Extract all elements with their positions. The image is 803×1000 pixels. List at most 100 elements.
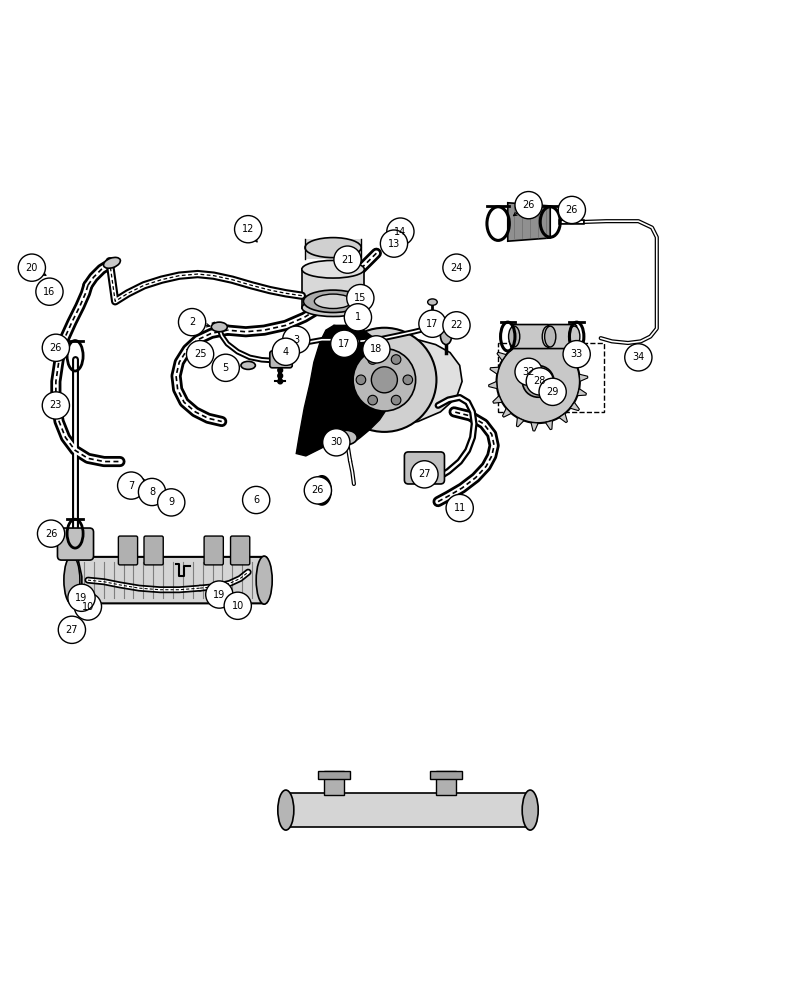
Circle shape — [186, 341, 214, 368]
Ellipse shape — [440, 327, 451, 345]
Circle shape — [380, 230, 407, 257]
FancyBboxPatch shape — [68, 557, 267, 603]
Ellipse shape — [508, 326, 519, 347]
Text: 28: 28 — [533, 376, 545, 386]
Text: 26: 26 — [522, 200, 534, 210]
Bar — [317, 771, 349, 779]
Text: 3: 3 — [293, 335, 299, 345]
Ellipse shape — [278, 790, 293, 830]
Ellipse shape — [241, 361, 255, 369]
Circle shape — [278, 379, 283, 384]
Text: 24: 24 — [450, 263, 462, 273]
FancyBboxPatch shape — [144, 536, 163, 565]
Text: 13: 13 — [387, 239, 400, 249]
Circle shape — [18, 254, 46, 281]
Polygon shape — [488, 381, 496, 389]
FancyBboxPatch shape — [547, 325, 576, 349]
Text: 11: 11 — [453, 503, 465, 513]
FancyBboxPatch shape — [230, 536, 250, 565]
Polygon shape — [492, 396, 502, 403]
Text: 19: 19 — [213, 590, 225, 600]
Text: 32: 32 — [522, 367, 534, 377]
Text: 21: 21 — [341, 255, 353, 265]
Ellipse shape — [568, 326, 579, 347]
Text: 26: 26 — [50, 343, 62, 353]
Circle shape — [224, 592, 251, 619]
Ellipse shape — [427, 299, 437, 305]
Circle shape — [356, 375, 365, 385]
Ellipse shape — [63, 556, 79, 604]
Ellipse shape — [304, 238, 361, 258]
Circle shape — [272, 338, 299, 365]
Ellipse shape — [211, 322, 227, 332]
Text: 8: 8 — [149, 487, 155, 497]
Text: 10: 10 — [82, 602, 94, 612]
Ellipse shape — [256, 556, 272, 604]
Circle shape — [362, 336, 389, 363]
FancyBboxPatch shape — [57, 528, 93, 560]
Circle shape — [333, 246, 361, 273]
Circle shape — [446, 494, 473, 522]
Circle shape — [346, 284, 373, 312]
Circle shape — [562, 341, 589, 368]
Polygon shape — [577, 389, 585, 396]
Circle shape — [386, 218, 414, 245]
Ellipse shape — [72, 593, 87, 603]
Circle shape — [278, 373, 283, 378]
Text: 16: 16 — [43, 287, 55, 297]
Polygon shape — [565, 346, 573, 355]
Polygon shape — [496, 352, 506, 361]
Polygon shape — [312, 325, 393, 448]
Circle shape — [74, 593, 101, 620]
Circle shape — [43, 392, 69, 419]
Circle shape — [212, 354, 239, 381]
Circle shape — [538, 378, 565, 405]
Ellipse shape — [521, 790, 537, 830]
Text: 14: 14 — [393, 227, 406, 237]
Polygon shape — [507, 203, 549, 241]
Polygon shape — [552, 336, 559, 345]
Text: 9: 9 — [168, 497, 174, 507]
Text: 18: 18 — [369, 344, 382, 354]
Circle shape — [410, 461, 438, 488]
Circle shape — [137, 478, 145, 486]
Text: 1: 1 — [354, 312, 361, 322]
Ellipse shape — [344, 337, 359, 346]
Text: 20: 20 — [26, 263, 38, 273]
Circle shape — [525, 368, 552, 395]
Ellipse shape — [347, 313, 357, 319]
Circle shape — [442, 312, 470, 339]
Ellipse shape — [301, 299, 364, 317]
Polygon shape — [537, 332, 544, 340]
Text: 17: 17 — [426, 319, 438, 329]
Text: 34: 34 — [631, 352, 644, 362]
Text: 27: 27 — [418, 469, 430, 479]
Ellipse shape — [301, 260, 364, 278]
Text: 30: 30 — [330, 437, 342, 447]
Text: 7: 7 — [128, 481, 134, 491]
FancyBboxPatch shape — [118, 536, 137, 565]
Text: 19: 19 — [75, 593, 88, 603]
Polygon shape — [489, 367, 499, 374]
Circle shape — [418, 310, 446, 337]
Circle shape — [38, 520, 64, 547]
Polygon shape — [315, 337, 462, 428]
Circle shape — [283, 326, 309, 353]
FancyBboxPatch shape — [270, 351, 291, 368]
Circle shape — [36, 278, 63, 305]
Ellipse shape — [365, 347, 377, 355]
Circle shape — [557, 196, 585, 224]
Circle shape — [157, 489, 185, 516]
Ellipse shape — [314, 294, 352, 309]
Text: 22: 22 — [450, 320, 463, 330]
Text: 15: 15 — [353, 293, 366, 303]
Ellipse shape — [425, 323, 439, 333]
Circle shape — [138, 478, 165, 506]
Ellipse shape — [367, 356, 375, 361]
Polygon shape — [516, 418, 524, 427]
Text: 26: 26 — [45, 529, 57, 539]
Text: 5: 5 — [222, 363, 229, 373]
Bar — [304, 239, 361, 259]
Polygon shape — [544, 421, 552, 430]
Ellipse shape — [104, 257, 120, 268]
